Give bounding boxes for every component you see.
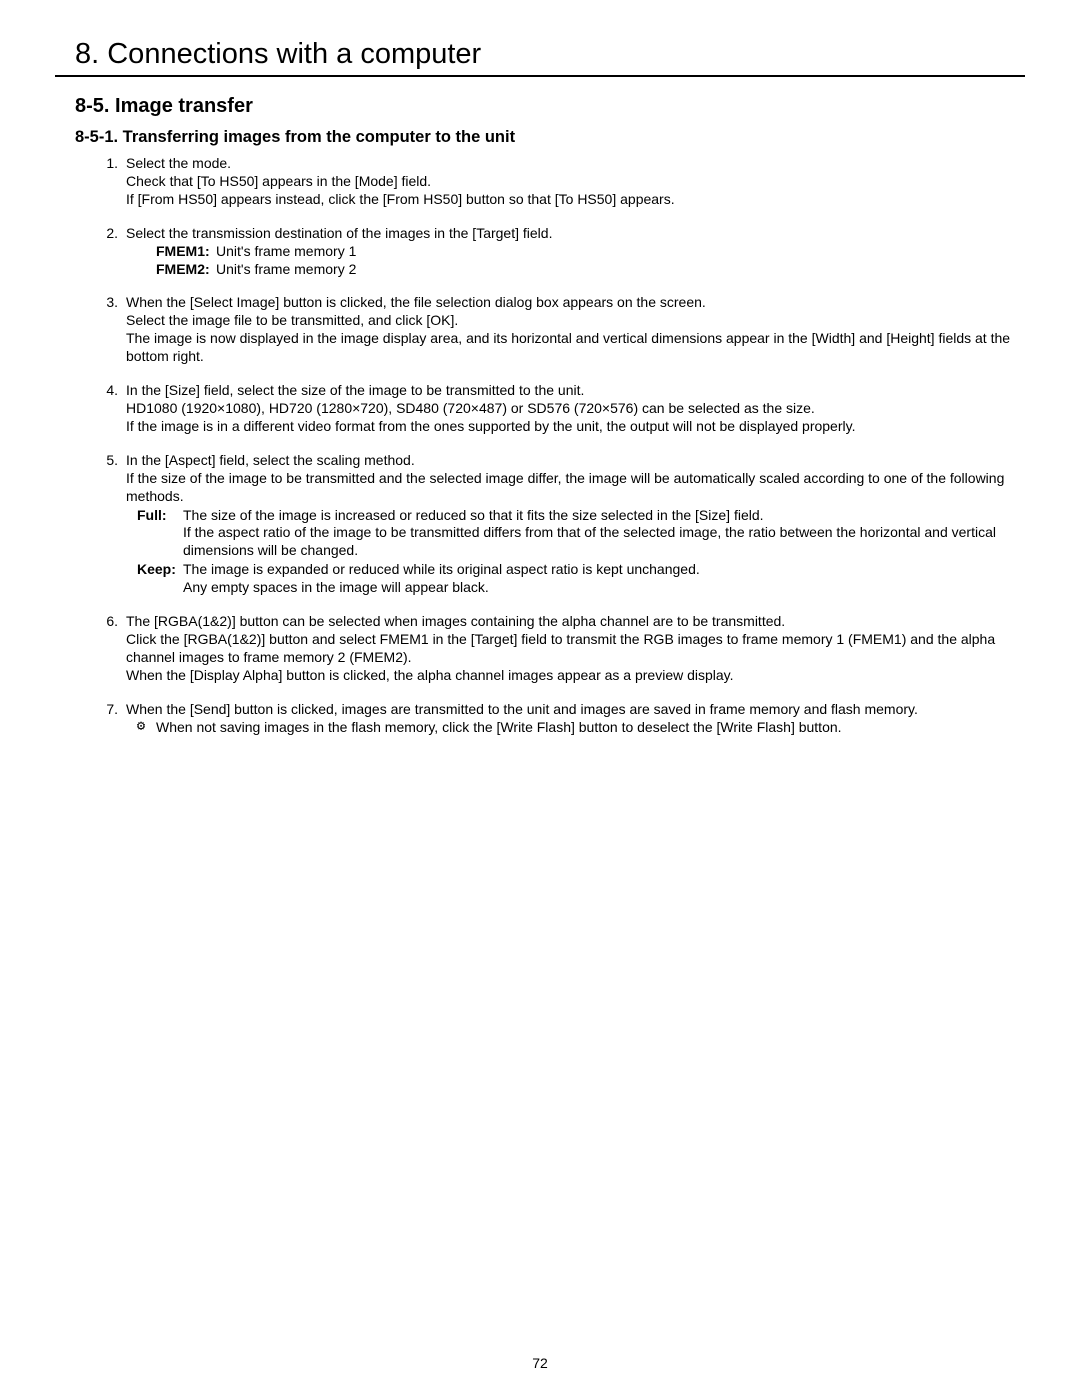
step-item: 4. In the [Size] field, select the size … [100, 382, 1025, 436]
kv-value: Unit's frame memory 2 [216, 261, 1025, 279]
step-number: 5. [100, 452, 126, 597]
step-item: 3. When the [Select Image] button is cli… [100, 294, 1025, 366]
page-number: 72 [0, 1355, 1080, 1371]
step-item: 6. The [RGBA(1&2)] button can be selecte… [100, 613, 1025, 685]
step-body: Select the transmission destination of t… [126, 225, 1025, 279]
step-body: In the [Size] field, select the size of … [126, 382, 1025, 436]
chapter-title: 8. Connections with a computer [55, 38, 1025, 71]
subsection-title: 8-5-1. Transferring images from the comp… [55, 128, 1025, 147]
step-line: If the image is in a different video for… [126, 418, 1025, 436]
step-body: In the [Aspect] field, select the scalin… [126, 452, 1025, 597]
aspect-line: The image is expanded or reduced while i… [183, 561, 1025, 579]
horizontal-rule [55, 75, 1025, 77]
step-line: When the [Send] button is clicked, image… [126, 701, 1025, 719]
step-body: When the [Select Image] button is clicke… [126, 294, 1025, 366]
kv-row: FMEM2: Unit's frame memory 2 [126, 261, 1025, 279]
step-body: Select the mode. Check that [To HS50] ap… [126, 155, 1025, 209]
step-line: HD1080 (1920×1080), HD720 (1280×720), SD… [126, 400, 1025, 418]
step-line: In the [Size] field, select the size of … [126, 382, 1025, 400]
aspect-line: Any empty spaces in the image will appea… [183, 579, 1025, 597]
step-item: 5. In the [Aspect] field, select the sca… [100, 452, 1025, 597]
step-body: The [RGBA(1&2)] button can be selected w… [126, 613, 1025, 685]
step-number: 2. [100, 225, 126, 279]
kv-value: Unit's frame memory 1 [216, 243, 1025, 261]
step-line: Check that [To HS50] appears in the [Mod… [126, 173, 1025, 191]
step-line: Select the mode. [126, 155, 1025, 173]
step-body: When the [Send] button is clicked, image… [126, 701, 1025, 737]
kv-key: FMEM1: [126, 243, 216, 261]
step-line: If [From HS50] appears instead, click th… [126, 191, 1025, 209]
kv-key: FMEM2: [126, 261, 216, 279]
step-line: The [RGBA(1&2)] button can be selected w… [126, 613, 1025, 631]
aspect-key: Keep: [126, 561, 183, 597]
step-line: In the [Aspect] field, select the scalin… [126, 452, 1025, 470]
aspect-line: If the aspect ratio of the image to be t… [183, 524, 1025, 560]
step-line: When the [Display Alpha] button is click… [126, 667, 1025, 685]
step-number: 3. [100, 294, 126, 366]
step-item: 1. Select the mode. Check that [To HS50]… [100, 155, 1025, 209]
steps-list: 1. Select the mode. Check that [To HS50]… [55, 155, 1025, 736]
step-line: Select the transmission destination of t… [126, 225, 1025, 243]
gear-icon: ⚙ [126, 719, 156, 737]
step-line: When the [Select Image] button is clicke… [126, 294, 1025, 312]
step-item: 2. Select the transmission destination o… [100, 225, 1025, 279]
aspect-value: The size of the image is increased or re… [183, 507, 1025, 561]
aspect-line: The size of the image is increased or re… [183, 507, 1025, 525]
step-line: Select the image file to be transmitted,… [126, 312, 1025, 330]
step-item: 7. When the [Send] button is clicked, im… [100, 701, 1025, 737]
note-text: When not saving images in the flash memo… [156, 719, 1025, 737]
note-row: ⚙ When not saving images in the flash me… [126, 719, 1025, 737]
step-number: 6. [100, 613, 126, 685]
aspect-row: Full: The size of the image is increased… [126, 507, 1025, 561]
step-number: 1. [100, 155, 126, 209]
step-line: The image is now displayed in the image … [126, 330, 1025, 366]
step-number: 4. [100, 382, 126, 436]
aspect-row: Keep: The image is expanded or reduced w… [126, 561, 1025, 597]
section-title: 8-5. Image transfer [55, 95, 1025, 118]
kv-row: FMEM1: Unit's frame memory 1 [126, 243, 1025, 261]
step-line: If the size of the image to be transmitt… [126, 470, 1025, 506]
aspect-value: The image is expanded or reduced while i… [183, 561, 1025, 597]
step-line: Click the [RGBA(1&2)] button and select … [126, 631, 1025, 667]
aspect-key: Full: [126, 507, 183, 561]
step-number: 7. [100, 701, 126, 737]
